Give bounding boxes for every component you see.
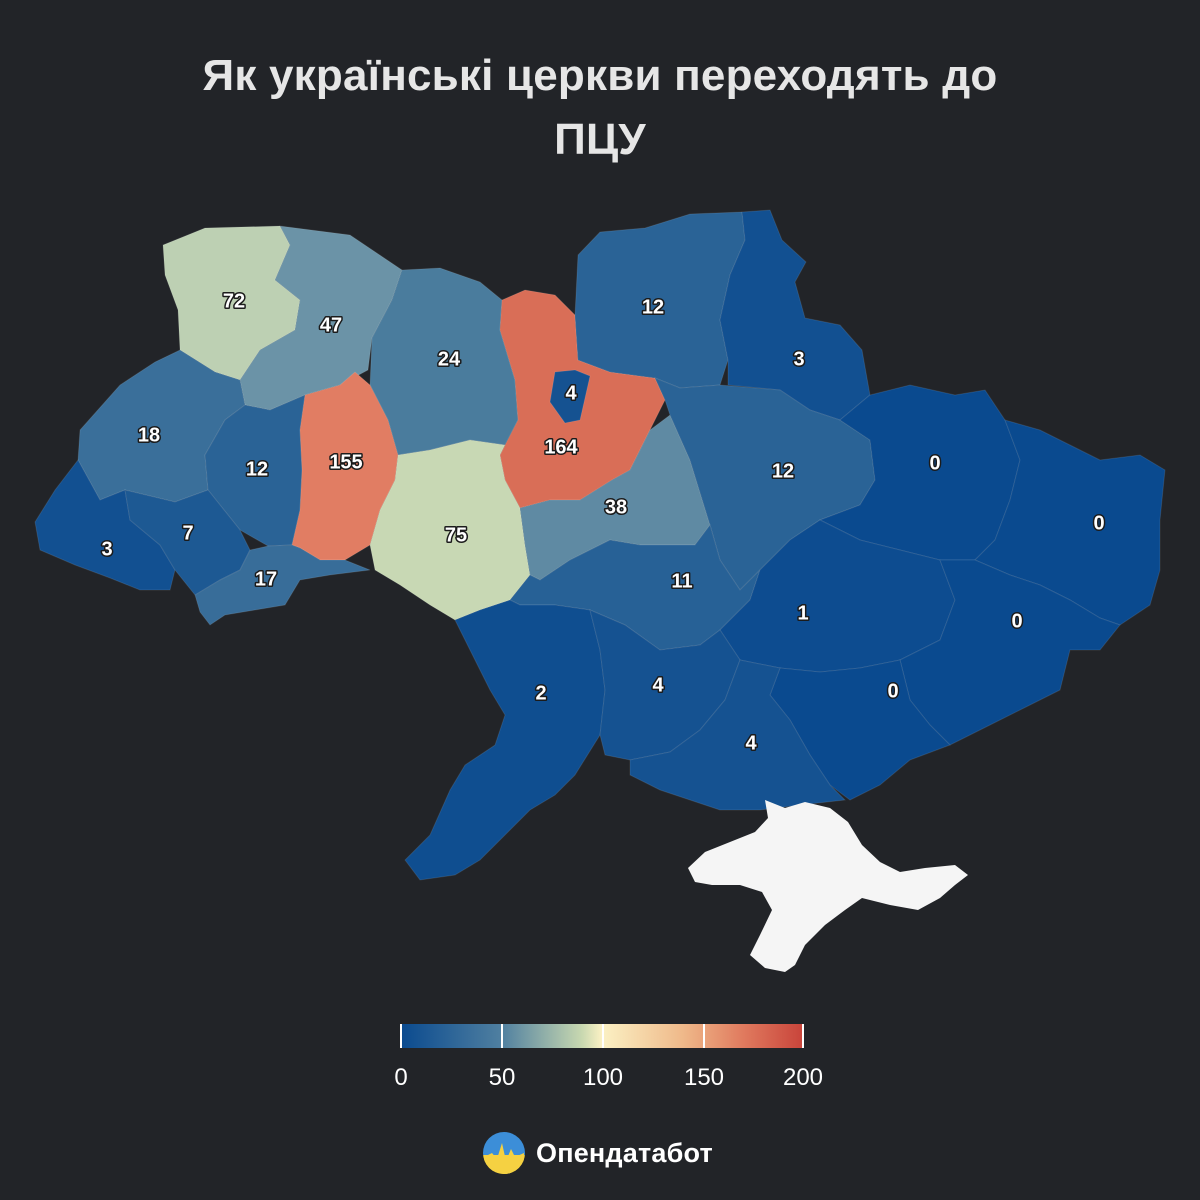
legend-label-200: 200 bbox=[782, 1064, 824, 1091]
legend-label-150: 150 bbox=[683, 1064, 725, 1091]
label-zhytomyr: 24 bbox=[438, 348, 461, 370]
legend-label-0: 0 bbox=[394, 1064, 408, 1091]
legend-tick-100 bbox=[602, 1024, 604, 1048]
crimea-territory bbox=[688, 800, 968, 972]
region-zaporizhzhia[interactable] bbox=[769, 659, 951, 801]
label-zaporizhzhia: 0 bbox=[887, 680, 898, 702]
brand: Опендатабот bbox=[482, 1130, 713, 1176]
map-title: Як українські церкви переходять до ПЦУ bbox=[0, 44, 1200, 172]
label-khmelnytskyi: 155 bbox=[329, 451, 362, 473]
label-chernivtsi: 17 bbox=[255, 568, 277, 590]
label-luhansk: 0 bbox=[1093, 512, 1104, 534]
label-zakarpattia: 3 bbox=[101, 538, 112, 560]
opendatabot-logo-icon bbox=[483, 1132, 525, 1174]
legend-tick-50 bbox=[501, 1024, 503, 1048]
legend-tick-150 bbox=[703, 1024, 705, 1048]
label-kyiv-oblast: 164 bbox=[544, 436, 578, 458]
region-kyiv-city[interactable] bbox=[549, 369, 591, 424]
region-odesa[interactable] bbox=[404, 599, 606, 881]
label-poltava: 12 bbox=[772, 460, 794, 482]
label-chernihiv: 12 bbox=[642, 296, 664, 318]
brand-name: Опендатабот bbox=[536, 1137, 713, 1168]
label-mykolaiv: 4 bbox=[652, 674, 664, 696]
label-kirovohrad: 11 bbox=[671, 570, 692, 592]
title-line-1: Як українські церкви переходять до bbox=[202, 51, 998, 100]
label-lviv: 18 bbox=[138, 424, 160, 446]
legend-tick-0 bbox=[400, 1024, 402, 1048]
label-kyiv-city: 4 bbox=[565, 382, 577, 404]
legend-label-50: 50 bbox=[488, 1064, 516, 1091]
legend-label-100: 100 bbox=[582, 1064, 624, 1091]
label-kherson: 4 bbox=[745, 732, 757, 754]
label-dnipropetrovsk: 1 bbox=[797, 602, 808, 624]
title-line-2: ПЦУ bbox=[554, 115, 646, 164]
label-cherkasy: 38 bbox=[605, 496, 627, 518]
label-ternopil: 12 bbox=[246, 458, 268, 480]
label-volyn: 72 bbox=[223, 290, 245, 312]
label-sumy: 3 bbox=[793, 348, 804, 370]
region-chernivtsi[interactable] bbox=[194, 544, 371, 626]
color-scale-legend: 0 50 100 150 200 bbox=[394, 1024, 823, 1104]
label-odesa: 2 bbox=[535, 682, 546, 704]
label-vinnytsia: 75 bbox=[445, 524, 467, 546]
legend-tick-200 bbox=[802, 1024, 804, 1048]
region-kherson[interactable] bbox=[629, 659, 847, 811]
label-ivano-frankivsk: 7 bbox=[182, 522, 193, 544]
label-rivne: 47 bbox=[320, 314, 342, 336]
label-donetsk: 0 bbox=[1011, 610, 1022, 632]
label-kharkiv: 0 bbox=[929, 452, 940, 474]
